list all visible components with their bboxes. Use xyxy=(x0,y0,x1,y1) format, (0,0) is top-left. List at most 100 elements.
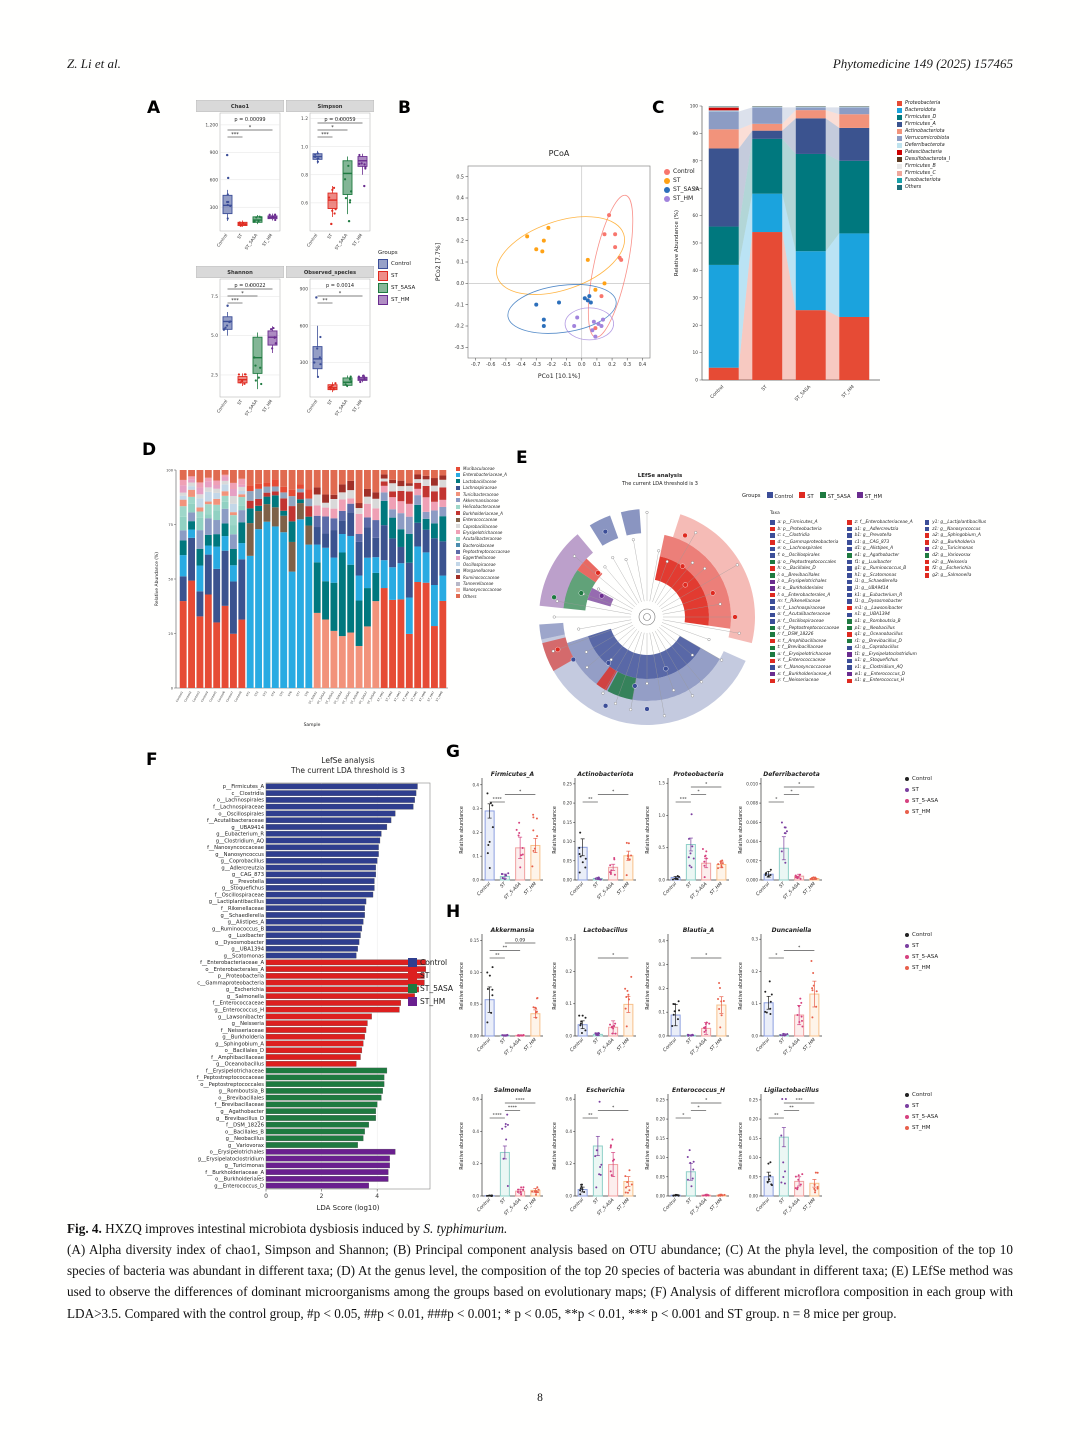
legend-item: Control xyxy=(378,259,415,269)
legend-item: a2: g__Sphingobium_A xyxy=(924,533,986,538)
svg-text:ST_5ASA5: ST_5ASA5 xyxy=(341,690,352,704)
legend-item: Control xyxy=(905,932,938,938)
caption-fig-italic: S. typhimurium. xyxy=(423,1221,508,1236)
svg-text:g__Prevotella: g__Prevotella xyxy=(230,879,264,885)
svg-text:g__Stoquefichus: g__Stoquefichus xyxy=(222,886,264,892)
svg-text:ST: ST xyxy=(592,1036,601,1045)
legend-item: c: c__Clostridia xyxy=(770,533,839,538)
alpha-diversity-legend: Groups Control ST ST_5ASA ST_HM xyxy=(378,250,415,307)
svg-text:o__Oscillospirales: o__Oscillospirales xyxy=(218,811,264,817)
legend-swatch xyxy=(456,581,460,586)
svg-text:0.6: 0.6 xyxy=(472,1097,479,1102)
legend-item: e: o__Lachnospirales xyxy=(770,546,839,551)
legend-swatch xyxy=(664,195,670,202)
legend-swatch xyxy=(770,678,775,683)
legend-swatch xyxy=(847,566,852,571)
svg-text:ST_HM: ST_HM xyxy=(261,398,273,413)
cladogram-taxa-legend: Taxa a: p__Firmicutes_A b: p__Proteobacter… xyxy=(770,511,986,685)
svg-text:****: **** xyxy=(493,1113,503,1119)
svg-text:600: 600 xyxy=(210,177,219,183)
svg-text:g__Eubacterium_R: g__Eubacterium_R xyxy=(216,832,264,838)
svg-text:Shannon: Shannon xyxy=(227,270,253,276)
svg-text:-0.7: -0.7 xyxy=(471,362,480,368)
legend-item: Peptostreptococcaceae xyxy=(456,549,510,554)
svg-text:100: 100 xyxy=(166,468,174,472)
legend-item: c2: g__Turicimonas xyxy=(924,546,986,551)
svg-text:ST_HM3: ST_HM3 xyxy=(393,690,402,702)
svg-text:c__Clostridia: c__Clostridia xyxy=(231,791,264,797)
svg-text:g__Sphingobium_A: g__Sphingobium_A xyxy=(215,1041,264,1047)
svg-text:ST_HM: ST_HM xyxy=(709,881,724,896)
svg-text:0.2: 0.2 xyxy=(751,969,758,974)
panel-label-a: A xyxy=(147,98,161,118)
legend-swatch xyxy=(770,520,775,525)
svg-text:Relative abundance: Relative abundance xyxy=(459,1122,465,1170)
legend-item: ST_5ASA xyxy=(378,283,415,293)
legend-item: k1: g__Eubacterium_R xyxy=(847,593,917,598)
legend-swatch xyxy=(856,492,863,498)
figure-caption: Fig. 4. HXZQ improves intestinal microbi… xyxy=(67,1218,1013,1324)
legend-swatch xyxy=(905,810,909,814)
legend-swatch xyxy=(456,549,460,554)
svg-text:Relative abundance: Relative abundance xyxy=(552,806,558,854)
svg-text:ST1: ST1 xyxy=(245,690,251,697)
svg-text:0.1: 0.1 xyxy=(658,1010,665,1015)
svg-text:ST_HM: ST_HM xyxy=(616,881,631,896)
akkermansia-abundance-chart: Akkermansia 0.00 0.05 0.10 0.15 Relative abun… xyxy=(459,927,543,1057)
svg-text:***: *** xyxy=(680,797,688,803)
legend-swatch xyxy=(905,1093,909,1097)
legend-item: Nanosyncoccaceae xyxy=(456,587,510,592)
legend-swatch xyxy=(847,579,852,585)
legend-item: p1: g__Neobacillus xyxy=(847,626,917,631)
svg-text:ST: ST xyxy=(592,880,601,889)
legend-item: h1: g__Scatomonas xyxy=(847,573,917,578)
svg-text:0.15: 0.15 xyxy=(470,938,480,943)
svg-text:0.0: 0.0 xyxy=(472,1194,479,1199)
svg-text:30: 30 xyxy=(693,295,699,301)
cladogram-groups-legend: Groups Control ST ST_5ASA ST_HM xyxy=(742,492,882,500)
svg-text:*: * xyxy=(798,782,801,788)
legend-item: Firmicutes_A xyxy=(897,122,950,127)
svg-text:Relative abundance: Relative abundance xyxy=(645,962,651,1010)
legend-item: u: f__Erysipelotrichaceae xyxy=(770,652,839,657)
legend-swatch xyxy=(897,157,902,162)
svg-text:-0.5: -0.5 xyxy=(501,362,510,368)
svg-text:Control7: Control7 xyxy=(225,690,235,702)
svg-text:Control: Control xyxy=(476,1197,493,1214)
legend-swatch xyxy=(456,511,460,516)
legend-item: b: p__Proteobacteria xyxy=(770,527,839,532)
legend-item: Helicobacteraceae xyxy=(456,504,510,509)
svg-text:p = 0.0014: p = 0.0014 xyxy=(326,283,354,289)
legend-item: ST xyxy=(905,1103,938,1109)
legend-swatch xyxy=(847,553,852,558)
svg-text:**: ** xyxy=(588,797,593,803)
legend-item: o1: g__Romboutsia_B xyxy=(847,619,917,624)
legend-swatch xyxy=(924,533,930,538)
svg-text:****: **** xyxy=(516,1098,526,1104)
svg-text:ST_5ASA: ST_5ASA xyxy=(334,399,349,417)
svg-text:*: * xyxy=(682,1113,685,1119)
simpson-boxplot: Simpson 0.6 0.8 1.0 1.2 Control ST ST_5ASA ST_HM… xyxy=(286,100,374,251)
svg-text:Control: Control xyxy=(306,233,319,248)
legend-swatch xyxy=(766,492,773,498)
lda-legend: Control ST ST_5ASA ST_HM xyxy=(408,958,453,1010)
legend-swatch xyxy=(456,504,460,509)
legend-item: ST xyxy=(905,943,938,949)
legend-item: g1: g__Ruminococcus_B xyxy=(847,566,917,571)
svg-text:Chao1: Chao1 xyxy=(231,104,250,110)
legend-swatch xyxy=(897,136,902,141)
legend-swatch xyxy=(847,619,852,624)
svg-text:0.4: 0.4 xyxy=(658,938,665,943)
legend-item: Bacteroidota xyxy=(897,108,950,113)
legend-swatch xyxy=(770,533,775,538)
legend-swatch xyxy=(456,562,460,567)
legend-item: w1: g__Enterococcus_D xyxy=(847,672,917,677)
svg-text:900: 900 xyxy=(210,150,219,156)
legend-item: x: f__Burkholderiaceae_A xyxy=(770,672,839,677)
legend-swatch xyxy=(847,632,852,637)
genus-legend: Muribaculaceae Enterobacteriaceae_A Lactob… xyxy=(456,466,510,600)
svg-text:Relative Abundance (%): Relative Abundance (%) xyxy=(154,552,160,606)
svg-text:0.00: 0.00 xyxy=(563,878,573,883)
legend-item: x1: g__Enterococcus_H xyxy=(847,678,917,683)
legend-item: r: f__DSM_18226 xyxy=(770,632,839,637)
